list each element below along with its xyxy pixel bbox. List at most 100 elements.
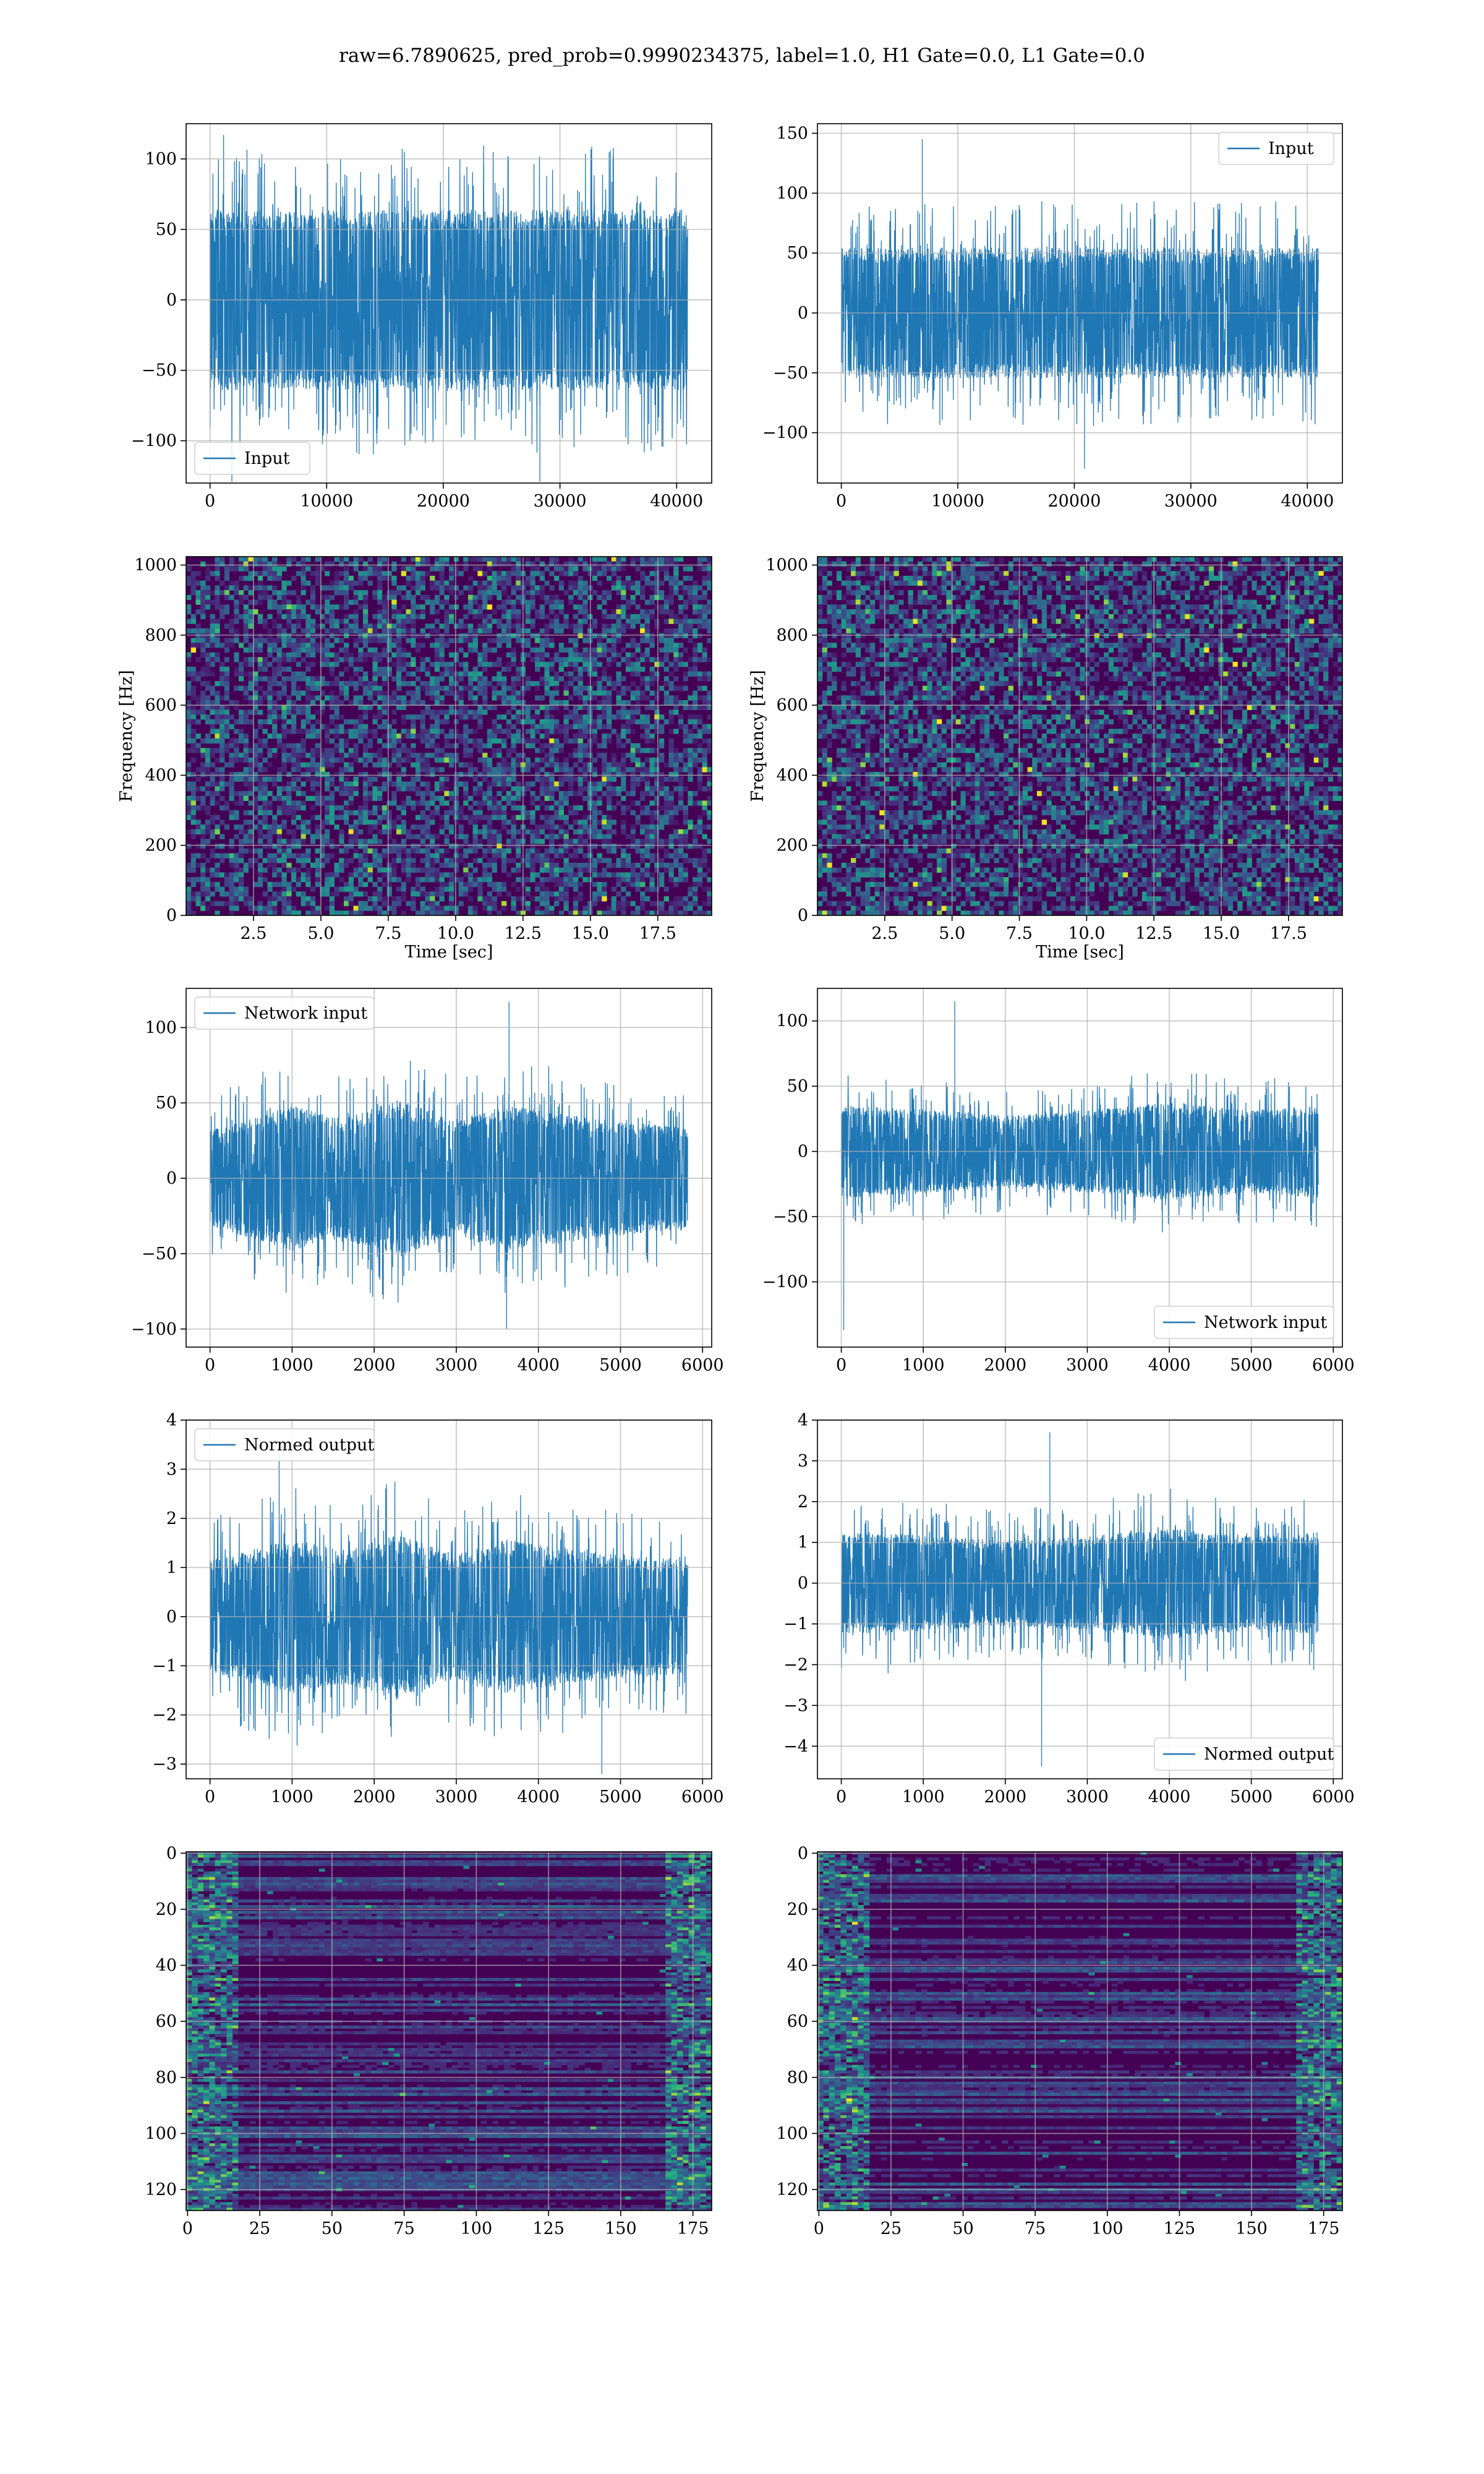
y-tick-label: −50 <box>773 364 808 383</box>
x-tick-label: 5.0 <box>939 924 965 943</box>
x-tick-label: 1000 <box>271 1787 313 1807</box>
series-line <box>840 1432 1319 1767</box>
y-tick-label: 1 <box>798 1533 808 1552</box>
y-tick-label: −1 <box>783 1615 808 1634</box>
panel-feature-map-h1: 0 25 50 75 100 125 150 175 0 20 40 60 80 100 120 <box>145 1844 712 2238</box>
x-tick-label: 175 <box>677 2219 709 2238</box>
y-tick-label: 0 <box>166 1607 177 1627</box>
x-tick-label: 0 <box>182 2219 193 2238</box>
y-tick-label: 4 <box>798 1411 808 1430</box>
x-tick-label: 75 <box>393 2219 414 2238</box>
x-tick-label: 4000 <box>1148 1356 1191 1375</box>
legend-box <box>1218 132 1334 165</box>
panel-input-l1: 0 10000 20000 30000 40000 −100 −50 0 50 100 150 Inp… <box>762 123 1343 511</box>
y-tick-label: 50 <box>156 1094 177 1113</box>
y-tick-label: −2 <box>152 1706 177 1725</box>
grid <box>817 988 1342 1347</box>
y-tick-label: 0 <box>166 906 177 925</box>
legend: Network input <box>1154 1306 1334 1339</box>
y-tick-label: −2 <box>783 1655 808 1674</box>
y-tick-label: −50 <box>142 361 177 380</box>
x-tick-label: 12.5 <box>505 924 542 943</box>
x-tick-label: 17.5 <box>1270 924 1307 943</box>
legend-label: Network input <box>244 1004 367 1023</box>
figure-suptitle: raw=6.7890625, pred_prob=0.9990234375, l… <box>339 45 1145 67</box>
y-tick-label: 60 <box>156 2012 177 2031</box>
legend-box <box>1154 1737 1334 1771</box>
axes-frame <box>817 556 1343 916</box>
legend-box <box>194 1428 375 1462</box>
x-tick-label: 10000 <box>931 492 984 511</box>
x-tick-label: 4000 <box>517 1787 560 1807</box>
panel-normed-output-h1: 0 1000 2000 3000 4000 5000 6000 −3 −2 −1 0 1 2 3 4 Norm… <box>152 1411 723 1807</box>
x-tick-label: 20000 <box>1048 492 1101 511</box>
x-tick-label: 1000 <box>271 1356 313 1375</box>
series-line <box>209 1001 688 1329</box>
x-tick-label: 100 <box>461 2219 493 2238</box>
y-tick-label: 2 <box>166 1509 177 1528</box>
x-tick-label: 3000 <box>435 1356 478 1375</box>
y-tick-label: −100 <box>131 432 177 451</box>
axes-frame <box>186 123 712 484</box>
x-tick-label: 5000 <box>1230 1787 1273 1807</box>
y-tick-label: 20 <box>787 1900 808 1919</box>
legend: Input <box>1218 132 1334 165</box>
x-tick-label: 15.0 <box>1203 924 1240 943</box>
y-tick-label: −50 <box>142 1244 177 1264</box>
x-tick-label: 3000 <box>1066 1787 1109 1807</box>
legend: Normed output <box>1154 1737 1334 1771</box>
legend: Input <box>194 442 310 475</box>
x-tick-label: 2.5 <box>871 924 898 943</box>
y-tick-label: 40 <box>787 1956 808 1975</box>
axes-frame <box>186 556 712 916</box>
grid <box>186 124 712 483</box>
legend-box <box>194 996 375 1030</box>
x-tick-label: 175 <box>1308 2219 1340 2238</box>
y-tick-label: 600 <box>776 696 808 715</box>
x-tick-label: 40000 <box>650 492 703 511</box>
x-tick-label: 30000 <box>534 492 587 511</box>
x-tick-label: 0 <box>205 492 215 511</box>
y-tick-label: 40 <box>156 1956 177 1975</box>
y-tick-label: −3 <box>783 1696 808 1715</box>
y-axis-label: Frequency [Hz] <box>117 670 136 802</box>
x-tick-label: 5.0 <box>307 924 334 943</box>
y-tick-label: 120 <box>145 2180 177 2199</box>
y-tick-label: −100 <box>762 1273 808 1292</box>
y-tick-label: 3 <box>798 1452 808 1471</box>
series-line <box>840 1001 1319 1330</box>
y-tick-label: 0 <box>798 1142 808 1162</box>
y-tick-label: 20 <box>156 1900 177 1919</box>
x-tick-label: 50 <box>952 2219 973 2238</box>
legend-label: Input <box>244 449 290 468</box>
y-tick-label: 2 <box>798 1492 808 1512</box>
y-tick-label: 50 <box>787 244 808 263</box>
x-tick-label: 7.5 <box>1006 924 1033 943</box>
x-tick-label: 10000 <box>300 492 353 511</box>
x-tick-label: 3000 <box>435 1787 478 1807</box>
x-tick-label: 40000 <box>1281 492 1334 511</box>
x-tick-label: 17.5 <box>639 924 676 943</box>
legend-label: Normed output <box>1204 1745 1334 1764</box>
x-tick-label: 20000 <box>417 492 470 511</box>
grid <box>817 124 1342 483</box>
x-axis-label: Time [sec] <box>1036 943 1124 962</box>
y-tick-label: 100 <box>776 184 808 203</box>
legend-label: Network input <box>1204 1313 1327 1332</box>
y-tick-label: 0 <box>166 291 177 310</box>
y-tick-label: 800 <box>776 626 808 645</box>
y-tick-label: 100 <box>776 1012 808 1031</box>
y-tick-label: −1 <box>152 1656 177 1676</box>
grid <box>817 1419 1342 1779</box>
panel-spectrogram-h1: 2.5 5.0 7.5 10.0 12.5 15.0 17.5 0 200 400 600 800 10… <box>117 556 712 962</box>
x-tick-label: 0 <box>836 1356 846 1375</box>
x-tick-label: 30000 <box>1164 492 1217 511</box>
y-tick-label: 100 <box>145 150 177 169</box>
grid <box>186 988 712 1347</box>
x-tick-label: 100 <box>1091 2219 1124 2238</box>
axes-frame <box>817 988 1343 1348</box>
heatmap-cells <box>186 1852 712 2211</box>
x-tick-label: 0 <box>205 1356 215 1375</box>
y-tick-label: 150 <box>776 124 808 143</box>
y-tick-label: 0 <box>798 1574 808 1593</box>
